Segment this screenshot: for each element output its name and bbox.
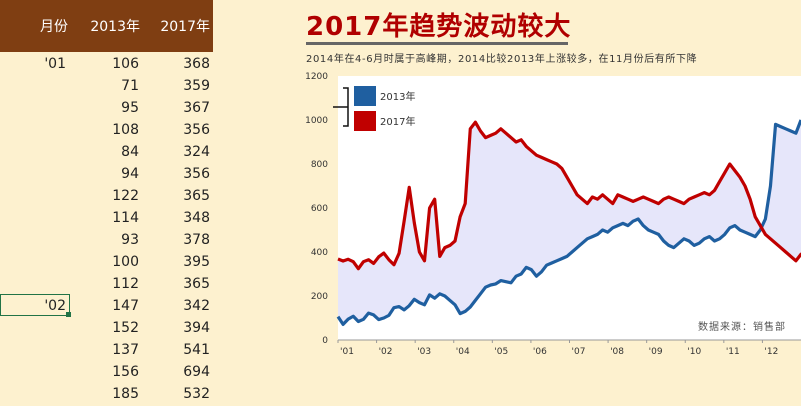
table-row[interactable]: 156 694 xyxy=(0,362,213,384)
y-tick-label: 800 xyxy=(311,160,328,170)
series-line-1 xyxy=(337,120,801,271)
fill-between-area xyxy=(338,120,801,325)
cell-2013[interactable]: 71 xyxy=(121,78,139,94)
cell-2013[interactable]: 94 xyxy=(121,166,139,182)
cell-2013[interactable]: 156 xyxy=(112,364,139,380)
cell-2013[interactable]: 152 xyxy=(112,320,139,336)
cell-2013[interactable]: 114 xyxy=(112,210,139,226)
cell-2017[interactable]: 359 xyxy=(183,78,210,94)
spreadsheet: 月份 2013年 2017年 '01 106 368 71 359 95 367 108 356… xyxy=(0,0,213,406)
fill-handle[interactable] xyxy=(66,312,71,317)
selected-cell[interactable] xyxy=(0,294,70,316)
x-tick-label: '05 xyxy=(494,347,508,357)
title-underline xyxy=(306,42,568,45)
cell-2013[interactable]: 93 xyxy=(121,232,139,248)
table-row[interactable]: 93 378 xyxy=(0,230,213,252)
cell-2013[interactable]: 147 xyxy=(112,298,139,314)
x-tick-label: '07 xyxy=(572,347,586,357)
x-tick-label: '10 xyxy=(687,347,701,357)
cell-2017[interactable]: 365 xyxy=(183,276,210,292)
cell-2017[interactable]: 365 xyxy=(183,188,210,204)
table-row[interactable]: 137 541 xyxy=(0,340,213,362)
x-tick-label: '03 xyxy=(417,347,431,357)
table-row[interactable]: 112 365 xyxy=(0,274,213,296)
legend-label: 2017年 xyxy=(380,115,415,128)
table-row[interactable]: 185 532 xyxy=(0,384,213,406)
chart-title: 2017年趋势波动较大 xyxy=(306,12,572,42)
cell-2013[interactable]: 185 xyxy=(112,386,139,402)
table-row[interactable]: 114 348 xyxy=(0,208,213,230)
y-tick-label: 200 xyxy=(311,292,328,302)
cell-2013[interactable]: 95 xyxy=(121,100,139,116)
cell-2017[interactable]: 342 xyxy=(183,298,210,314)
x-tick-label: '01 xyxy=(340,347,354,357)
chart-subtitle: 2014年在4-6月时属于高峰期，2014比较2013年上涨较多，在11月份后有… xyxy=(306,54,698,65)
table-row[interactable]: '02 147 342 xyxy=(0,296,213,318)
legend: 2013年 2017年 xyxy=(333,86,415,131)
legend-swatch xyxy=(354,111,376,131)
y-tick-label: 1000 xyxy=(305,116,328,126)
column-header-2017[interactable]: 2017年 xyxy=(160,19,210,35)
table-row[interactable]: 152 394 xyxy=(0,318,213,340)
y-tick-label: 1200 xyxy=(305,72,328,82)
y-tick-label: 0 xyxy=(322,336,328,346)
legend-bracket xyxy=(333,87,349,127)
cell-2017[interactable]: 394 xyxy=(183,320,210,336)
cell-2013[interactable]: 108 xyxy=(112,122,139,138)
cell-2013[interactable]: 137 xyxy=(112,342,139,358)
x-tick-label: '06 xyxy=(533,347,547,357)
cell-2017[interactable]: 694 xyxy=(183,364,210,380)
cell-2017[interactable]: 348 xyxy=(183,210,210,226)
cell-2017[interactable]: 356 xyxy=(183,166,210,182)
cell-2013[interactable]: 84 xyxy=(121,144,139,160)
cell-2017[interactable]: 356 xyxy=(183,122,210,138)
cell-2017[interactable]: 532 xyxy=(183,386,210,402)
x-tick-label: '12 xyxy=(764,347,778,357)
x-tick-label: '02 xyxy=(379,347,393,357)
cell-2013[interactable]: 122 xyxy=(112,188,139,204)
y-tick-label: 600 xyxy=(311,204,328,214)
x-tick-label: '11 xyxy=(726,347,740,357)
x-axis: '01 '02 '03 '04 '05 '06 '07 '08 '09 '10 '11 '12 xyxy=(337,340,778,357)
table-row[interactable]: '01 106 368 xyxy=(0,54,213,76)
table-row[interactable]: 108 356 xyxy=(0,120,213,142)
table-row[interactable]: 94 356 xyxy=(0,164,213,186)
legend-label: 2013年 xyxy=(380,90,415,103)
cell-2017[interactable]: 378 xyxy=(183,232,210,248)
source-note: 数据来源：销售部 xyxy=(698,320,786,333)
cell-month[interactable]: '01 xyxy=(44,56,66,72)
cell-2017[interactable]: 367 xyxy=(183,100,210,116)
cell-2017[interactable]: 395 xyxy=(183,254,210,270)
table-row[interactable]: 71 359 xyxy=(0,76,213,98)
x-tick-label: '09 xyxy=(649,347,663,357)
cell-2013[interactable]: 106 xyxy=(112,56,139,72)
cell-month[interactable]: '02 xyxy=(44,298,66,314)
table-row[interactable]: 100 395 xyxy=(0,252,213,274)
table-row[interactable]: 84 324 xyxy=(0,142,213,164)
table-row[interactable]: 122 365 xyxy=(0,186,213,208)
table-header: 月份 2013年 2017年 xyxy=(0,0,213,52)
cell-2013[interactable]: 112 xyxy=(112,276,139,292)
x-tick-label: '08 xyxy=(610,347,624,357)
cell-2017[interactable]: 324 xyxy=(183,144,210,160)
cell-2017[interactable]: 541 xyxy=(183,342,210,358)
legend-swatch xyxy=(354,86,376,106)
y-tick-label: 400 xyxy=(311,248,328,258)
cell-2013[interactable]: 100 xyxy=(112,254,139,270)
column-header-2013[interactable]: 2013年 xyxy=(90,19,140,35)
table-row[interactable]: 95 367 xyxy=(0,98,213,120)
cell-2017[interactable]: 368 xyxy=(183,56,210,72)
column-header-month[interactable]: 月份 xyxy=(40,19,68,35)
series-line-0 xyxy=(336,119,801,326)
x-tick-label: '04 xyxy=(456,347,470,357)
